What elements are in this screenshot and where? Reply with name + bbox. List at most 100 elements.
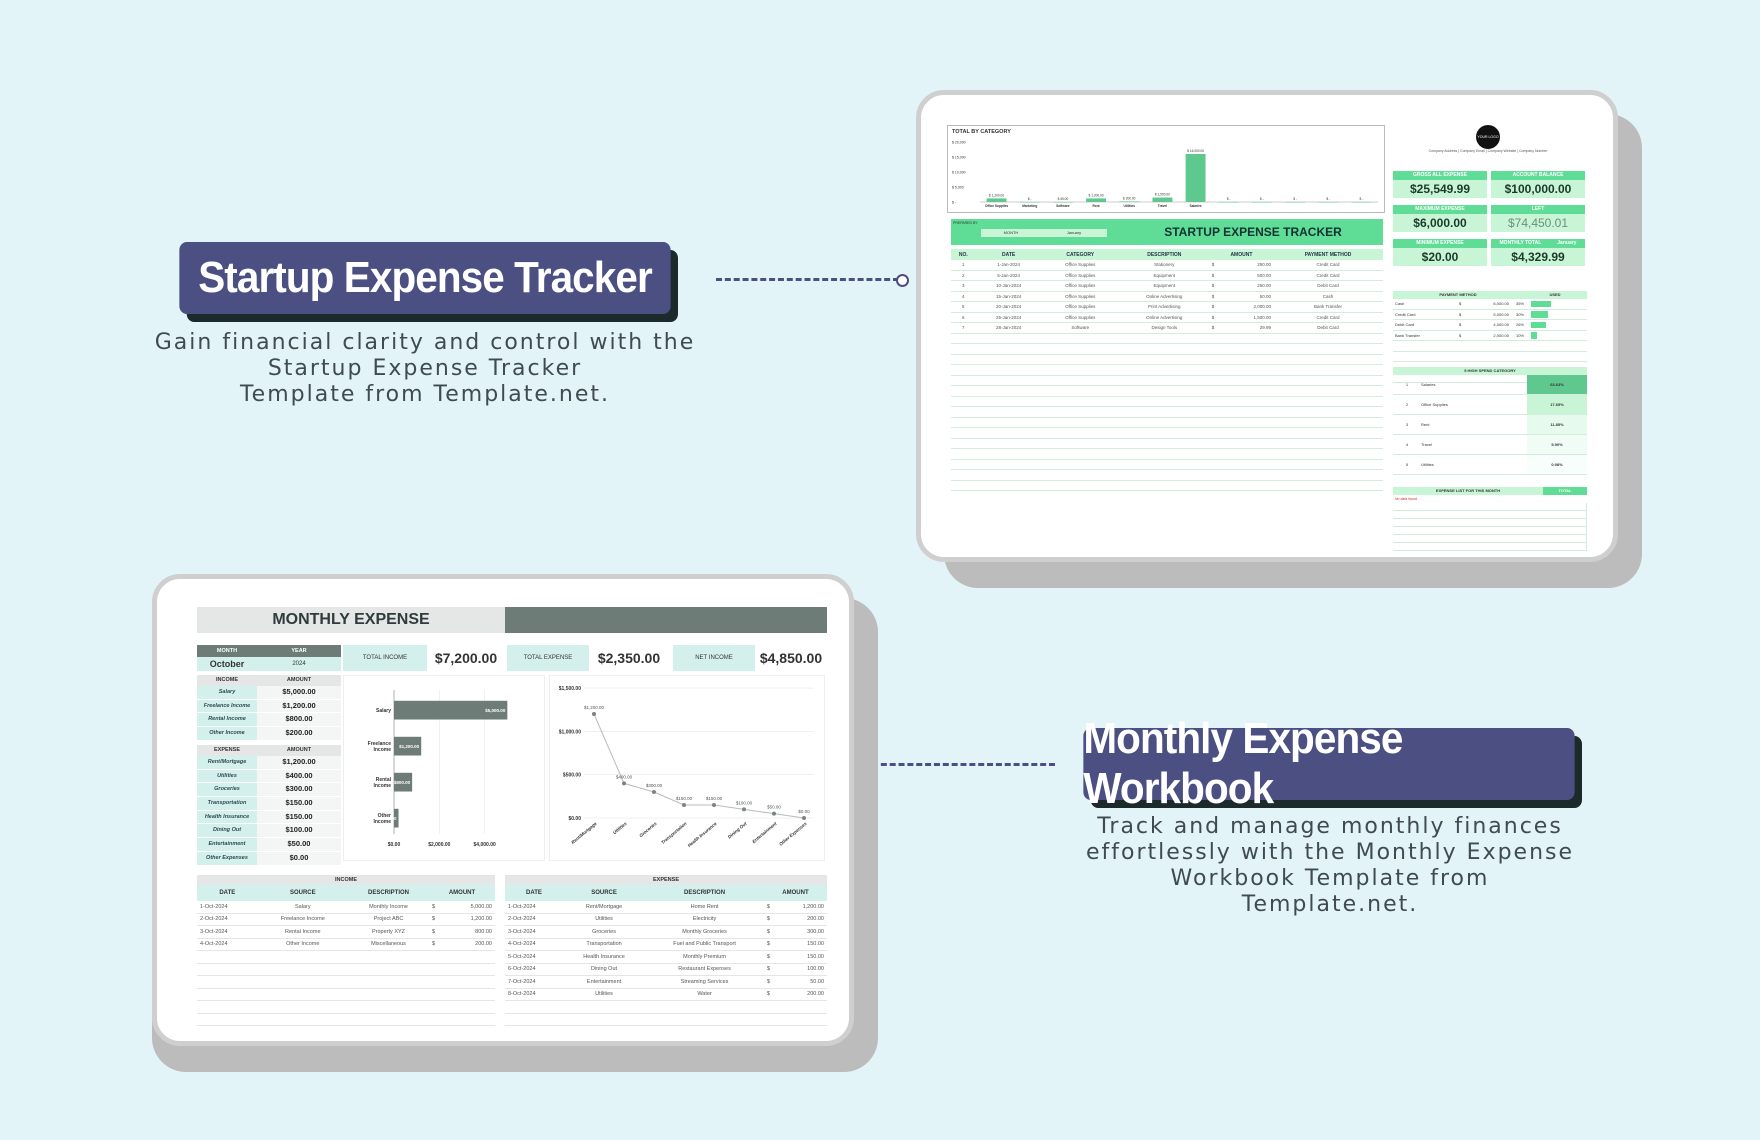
table-cell — [951, 469, 976, 481]
bar-value-label: $ - — [1260, 197, 1264, 201]
summary-amount: $800.00 — [257, 713, 341, 727]
table-cell: Office Supplies — [1041, 301, 1119, 313]
payment-name: Debit Card — [1395, 322, 1415, 327]
table-cell: Utilities — [562, 988, 646, 1001]
table-cell — [1209, 333, 1225, 344]
table-cell — [975, 385, 1042, 397]
kpi-value: $6,000.00 — [1393, 214, 1487, 232]
table-cell: 500.00 — [1224, 270, 1274, 281]
table-cell — [1224, 333, 1274, 344]
table-cell: Bank Transfer — [1273, 301, 1383, 313]
table-cell — [348, 988, 430, 1001]
bar-value-label: $ 1,500.00 — [1155, 193, 1170, 197]
expense-category-label: Other Expenses — [778, 821, 808, 847]
table-row: 2 5-Jan-2024 Office Supplies Equipment $500.… — [951, 270, 1383, 281]
expense-point-label: $400.00 — [616, 774, 633, 779]
table-cell: Miscellaneous — [348, 938, 430, 951]
table-row — [951, 438, 1383, 449]
table-cell: 150.00 — [779, 950, 827, 964]
table-cell — [1273, 459, 1383, 470]
table-cell: Health Insurance — [562, 950, 646, 964]
expense-table: NO. DATE CATEGORY DESCRIPTION AMOUNT PAYMENT … — [951, 249, 1383, 491]
payment-amount: 4,000.00 — [1493, 322, 1509, 327]
expense-category-label: Entertainment — [751, 821, 778, 845]
bar-value-label: $ 200.00 — [1123, 196, 1136, 200]
expense-list-title: EXPENSE LIST FOR THIS MONTH — [1435, 488, 1501, 493]
high-spend-rank: 4 — [1405, 442, 1409, 447]
table-cell: Water — [645, 988, 764, 1001]
expense-point-label: $0.00 — [798, 809, 810, 814]
expense-summary: EXPENSE AMOUNT Rent/Mortgage $1,200.00 Uti… — [197, 745, 341, 866]
payment-name: Credit Card — [1395, 311, 1416, 317]
table-row: 1-Oct-2024 Salary Monthly Income $5,000.00 — [197, 901, 495, 914]
high-spend-rank: 3 — [1405, 422, 1409, 427]
payment-bar-track — [1531, 299, 1587, 309]
expense-point-label: $50.00 — [767, 805, 781, 810]
table-cell — [429, 963, 446, 976]
table-cell — [645, 1013, 764, 1026]
payment-amount: 5,000.00 — [1493, 311, 1509, 317]
table-row: 6 25-Jan-2024 Office Supplies Online Advert… — [951, 312, 1383, 323]
table-cell — [1041, 480, 1119, 491]
expense-point — [592, 712, 596, 716]
income-table-title: INCOME — [197, 875, 495, 885]
payment-currency — [1459, 352, 1479, 362]
high-spend-row: 5 Utilities 0.98% — [1393, 455, 1587, 475]
kpi-label-month: January — [1557, 240, 1577, 246]
expense-summary-list: Rent/Mortgage $1,200.00 Utilities $400.00 Gr… — [197, 756, 341, 866]
table-cell: $ — [763, 925, 780, 939]
kpi-label: MAXIMUM EXPENSE — [1393, 205, 1487, 214]
table-cell: 250.00 — [1224, 260, 1274, 271]
kpi-value: $4,329.99 — [1491, 248, 1585, 266]
expense-list-header: EXPENSE LIST FOR THIS MONTH TOTAL — [1393, 487, 1587, 495]
payment-name: Bank Transfer — [1395, 332, 1420, 338]
year-value[interactable]: 2024 — [292, 661, 306, 667]
table-cell — [429, 1000, 446, 1014]
startup-connector-dot — [896, 274, 909, 287]
expense-list-total: TOTAL — [1543, 487, 1587, 495]
month-year-values[interactable]: October 2024 — [197, 657, 341, 671]
category-bar — [1119, 201, 1140, 202]
table-cell: Other Income — [257, 938, 348, 951]
table-cell — [975, 364, 1042, 376]
high-spend-name: Rent — [1421, 422, 1430, 427]
monthly-connector-line — [872, 763, 1055, 766]
payment-amount — [1479, 341, 1509, 351]
summary-label: Health Insurance — [197, 810, 257, 824]
table-cell: 2-Oct-2024 — [505, 913, 563, 926]
table-cell — [505, 1013, 563, 1026]
summary-amount: $150.00 — [257, 810, 341, 824]
table-cell — [779, 1013, 827, 1026]
table-row — [951, 333, 1383, 344]
table-row — [197, 1013, 495, 1026]
kpi-label-text: MAXIMUM EXPENSE — [1415, 206, 1465, 212]
table-cell: Office Supplies — [1041, 260, 1119, 271]
payment-bar — [1531, 311, 1548, 318]
table-cell — [951, 448, 976, 460]
x-tick-label: $0.00 — [388, 842, 401, 848]
table-cell — [975, 448, 1042, 460]
table-cell — [975, 375, 1042, 386]
expense-point — [772, 811, 776, 816]
table-cell: 1,500.00 — [1224, 312, 1274, 323]
table-row — [197, 1000, 495, 1014]
month-value[interactable]: October — [209, 659, 245, 669]
table-cell: Credit Card — [1273, 270, 1383, 281]
payment-panel: PAYMENT METHOD USED Cash $6,000.00 35% Cred… — [1393, 291, 1587, 383]
table-cell: Office Supplies — [1041, 270, 1119, 281]
table-cell: 300.00 — [779, 925, 827, 939]
table-cell — [1224, 354, 1274, 365]
table-cell: 150.00 — [779, 938, 827, 951]
table-cell — [975, 427, 1042, 439]
table-cell: Equipment — [1118, 280, 1210, 292]
month-selector[interactable]: MONTH January — [981, 229, 1107, 237]
payment-row: Bank Transfer $2,000.00 10% — [1393, 331, 1587, 341]
category-bar — [1218, 202, 1239, 203]
bar-value-label: $ - — [1227, 197, 1231, 201]
y-tick-label: $1,500.00 — [559, 686, 581, 692]
table-cell — [1209, 469, 1225, 481]
payment-amount — [1479, 352, 1509, 362]
payment-currency: $ — [1459, 311, 1462, 317]
expense-list-row — [1393, 543, 1587, 551]
table-cell — [1118, 385, 1210, 397]
